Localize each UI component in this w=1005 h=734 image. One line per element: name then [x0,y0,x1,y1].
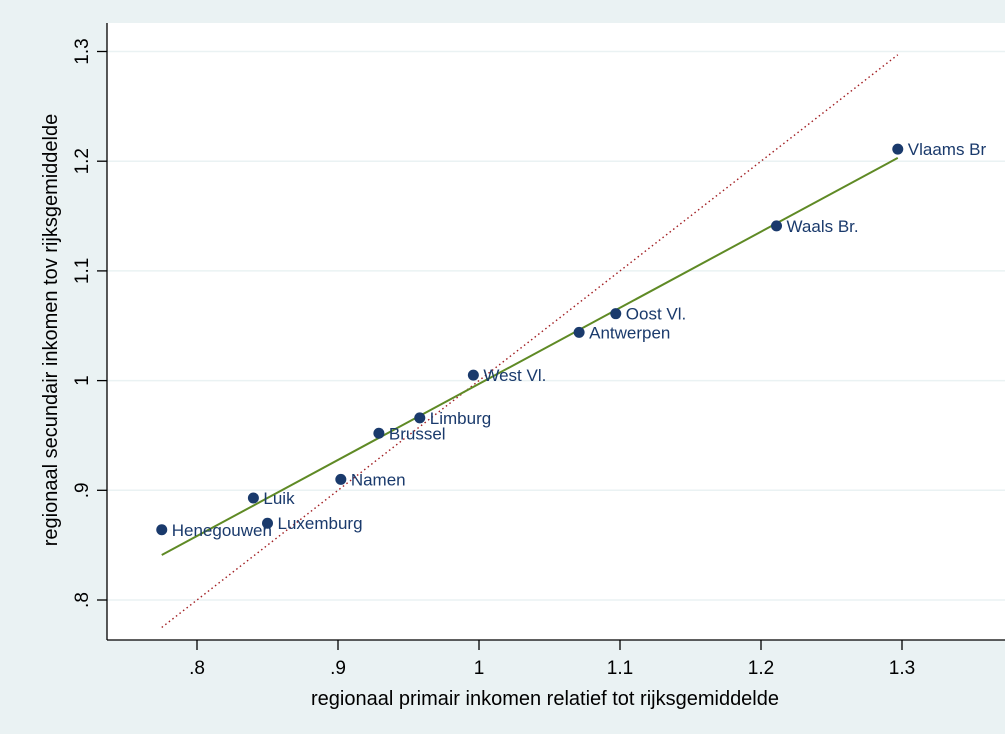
x-tick-label: 1 [474,658,485,679]
data-point-label: Antwerpen [589,323,670,342]
axes [106,23,1005,641]
data-point-label: Oost Vl. [626,305,686,324]
y-tick-label: 1.2 [72,148,93,174]
data-point-marker [156,524,168,536]
plot-area [107,23,1005,640]
y-axis-ticks: .8 .9 1 1.1 1.2 1.3 [72,38,107,608]
gridlines [107,50,1005,601]
y-tick-label: .8 [72,592,93,608]
data-point-marker [771,220,783,232]
data-point-marker [373,427,385,439]
data-point-marker [573,326,585,338]
x-tick-label: 1.3 [889,658,915,679]
y-tick-label: .9 [72,482,93,498]
y-tick-label: 1.1 [72,258,93,284]
data-point-marker [262,517,273,529]
data-point-label: Henegouwen [172,521,272,540]
x-tick-label: .8 [189,658,205,679]
data-point-label: Luik [263,489,295,508]
data-point-label: West Vl. [483,366,546,385]
data-point-marker [467,369,479,381]
data-point-marker [335,473,347,485]
x-tick-label: 1.2 [748,658,774,679]
data-point-label: Vlaams Br [908,140,987,159]
x-axis-ticks: .8 .9 1 1.1 1.2 1.3 [189,640,915,679]
data-points: Henegouwen Luik Luxemburg Namen BrusselLimbu… [156,140,987,540]
x-tick-label: .9 [330,658,346,679]
data-point-marker [247,492,259,504]
data-point-marker [414,412,426,424]
data-point-label: Limburg [430,409,491,428]
y-axis-title: regionaal secundair inkomen tov rijksgem… [40,114,62,546]
y-tick-label: 1 [72,375,93,386]
data-point-label: Luxemburg [278,514,363,533]
data-point-label: Waals Br. [787,217,859,236]
data-point-label: Namen [351,470,406,489]
x-axis-title: regionaal primair inkomen relatief tot r… [311,688,779,710]
data-point-marker [892,143,904,155]
data-point-label: Brussel [389,424,446,443]
data-point-marker [610,308,622,320]
x-tick-label: 1.1 [607,658,633,679]
y-tick-label: 1.3 [72,38,93,64]
